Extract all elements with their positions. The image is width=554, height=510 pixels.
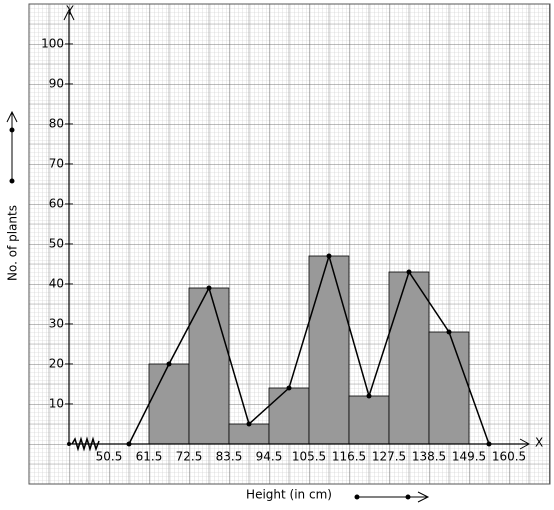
y-tick-label: 90 [49, 77, 64, 91]
x-tick-label: 61.5 [136, 450, 163, 464]
polygon-point [166, 361, 172, 367]
y-tick-label: 10 [49, 397, 64, 411]
y-axis-title: No. of plants [6, 205, 20, 281]
polygon-point [366, 393, 372, 399]
x-tick-label: 160.5 [492, 450, 526, 464]
bar [348, 395, 390, 445]
x-tick-label: 83.5 [216, 450, 243, 464]
bar [188, 287, 230, 445]
y-axis-letter: Y [65, 4, 74, 18]
polygon-point [286, 385, 292, 391]
x-tick-label: 149.5 [452, 450, 486, 464]
plot [126, 253, 492, 447]
bar [388, 271, 430, 445]
polygon-point [206, 285, 212, 291]
polygon-point [406, 269, 412, 275]
bar [148, 363, 190, 445]
x-tick-label: 105.5 [292, 450, 326, 464]
y-tick-label: 20 [49, 357, 64, 371]
origin [67, 442, 71, 446]
y-tick-label: 80 [49, 117, 64, 131]
decor-arrows [6, 110, 430, 503]
x-tick-label: 138.5 [412, 450, 446, 464]
polygon-point [326, 253, 332, 259]
y-tick-label: 40 [49, 277, 64, 291]
x-tick-label: 72.5 [176, 450, 203, 464]
polygon-point [246, 421, 252, 427]
axis-break [71, 436, 100, 452]
x-axis-letter: X [535, 436, 543, 450]
bar [428, 331, 470, 445]
x-tick-label: 116.5 [332, 450, 366, 464]
bar [228, 423, 270, 445]
bar [308, 255, 350, 445]
x-tick-label: 127.5 [372, 450, 406, 464]
y-tick-label: 30 [49, 317, 64, 331]
y-arrow [63, 8, 75, 21]
x-tick-label: 50.5 [96, 450, 123, 464]
bar [268, 387, 310, 445]
frequency-polygon [128, 253, 490, 445]
y-tick-label: 50 [49, 237, 64, 251]
x-arrow [519, 438, 531, 450]
y-tick-label: 70 [49, 157, 64, 171]
x-tick-label: 94.5 [256, 450, 283, 464]
y-tick-label: 100 [41, 37, 64, 51]
polygon-point [446, 329, 452, 335]
x-axis-title: Height (in cm) [246, 488, 332, 502]
y-tick-label: 60 [49, 197, 64, 211]
